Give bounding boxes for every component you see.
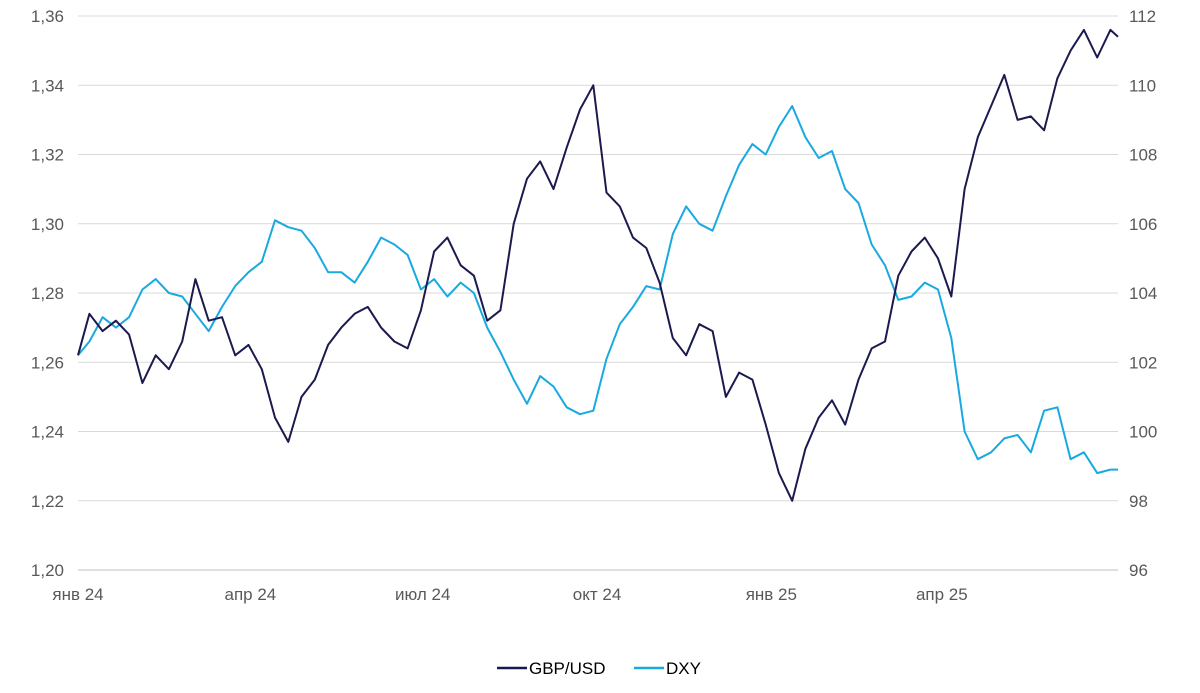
- right-tick-label: 96: [1129, 561, 1148, 580]
- right-tick-label: 98: [1129, 492, 1148, 511]
- x-tick-label: янв 24: [52, 585, 103, 604]
- left-tick-label: 1,22: [31, 492, 64, 511]
- right-axis-ticks: 96 98 100 102 104 106 108 110 112: [1129, 7, 1157, 580]
- x-tick-label: апр 24: [225, 585, 277, 604]
- series-lines: [77, 28, 1119, 502]
- x-tick-label: янв 25: [746, 585, 797, 604]
- right-tick-label: 102: [1129, 353, 1157, 372]
- left-tick-label: 1,26: [31, 353, 64, 372]
- right-tick-label: 104: [1129, 284, 1157, 303]
- x-axis-ticks: янв 24 апр 24 июл 24 окт 24 янв 25 апр 25: [52, 585, 967, 604]
- x-tick-label: окт 24: [573, 585, 622, 604]
- right-tick-label: 100: [1129, 423, 1157, 442]
- legend-dxy-label: DXY: [666, 659, 701, 678]
- right-tick-label: 112: [1129, 7, 1156, 26]
- left-tick-label: 1,34: [31, 76, 64, 95]
- left-tick-label: 1,30: [31, 215, 64, 234]
- legend: GBP/USD DXY: [497, 659, 701, 678]
- left-tick-label: 1,24: [31, 423, 64, 442]
- left-tick-label: 1,36: [31, 7, 64, 26]
- gbpusd-series-line: [77, 28, 1119, 502]
- legend-gbpusd-label: GBP/USD: [529, 659, 606, 678]
- left-axis-ticks: 1,20 1,22 1,24 1,26 1,28 1,30 1,32 1,34 1,36: [31, 7, 64, 580]
- left-tick-label: 1,28: [31, 284, 64, 303]
- x-tick-label: апр 25: [916, 585, 968, 604]
- x-tick-label: июл 24: [395, 585, 450, 604]
- right-tick-label: 110: [1129, 76, 1156, 95]
- right-tick-label: 108: [1129, 146, 1157, 165]
- left-tick-label: 1,20: [31, 561, 64, 580]
- right-tick-label: 106: [1129, 215, 1157, 234]
- gridlines: [78, 15, 1118, 571]
- left-tick-label: 1,32: [31, 146, 64, 165]
- dxy-series-line: [77, 105, 1118, 475]
